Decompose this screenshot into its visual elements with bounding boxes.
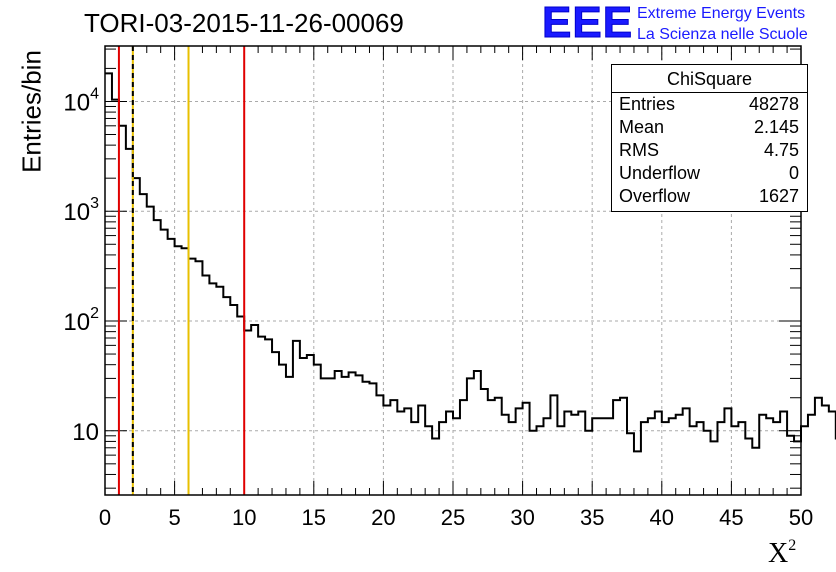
x-tick-label: 10 <box>232 505 256 530</box>
logo-line-1: Extreme Energy Events <box>637 5 806 22</box>
stats-value: 4.75 <box>763 140 799 160</box>
stats-value: 1627 <box>758 186 799 206</box>
stats-row-entries: Entries 48278 <box>619 94 799 116</box>
x-axis-label-main: X <box>768 538 789 569</box>
y-axis-label: Entries/bin <box>16 50 47 173</box>
stats-box: ChiSquare Entries 48278 Mean 2.145 RMS 4… <box>611 64 808 212</box>
stats-divider <box>612 92 807 93</box>
stats-row-mean: Mean 2.145 <box>619 117 799 139</box>
plot-frame <box>104 45 802 496</box>
x-tick-label: 45 <box>719 505 743 530</box>
stats-value: 48278 <box>748 94 799 114</box>
x-tick-label: 0 <box>99 505 111 530</box>
stats-row-underflow: Underflow 0 <box>619 163 799 185</box>
stats-value: 0 <box>788 163 799 183</box>
x-tick-label: 20 <box>371 505 395 530</box>
stats-row-rms: RMS 4.75 <box>619 140 799 162</box>
stats-row-overflow: Overflow 1627 <box>619 186 799 208</box>
logo-line-2: La Scienza nelle Scuole <box>637 26 808 43</box>
stats-key: RMS <box>619 140 659 160</box>
y-tick-label: 104 <box>63 85 99 116</box>
x-axis-label: X2 <box>768 536 797 570</box>
y-tick-label: 103 <box>63 195 99 226</box>
page-title: TORI-03-2015-11-26-00069 <box>84 8 404 38</box>
stats-key: Mean <box>619 117 665 137</box>
x-tick-label: 30 <box>510 505 534 530</box>
eee-logo: EEE Extreme Energy Events La Scienza nel… <box>541 0 832 50</box>
x-tick-label: 5 <box>168 505 180 530</box>
y-tick-label: 10 <box>72 419 99 446</box>
histogram-step-line <box>105 72 836 453</box>
stats-key: Overflow <box>619 186 691 206</box>
stats-key: Entries <box>619 94 676 114</box>
stats-key: Underflow <box>619 163 701 183</box>
y-tick-label: 102 <box>63 305 99 336</box>
x-tick-label: 50 <box>789 505 813 530</box>
x-tick-label: 40 <box>650 505 674 530</box>
stats-value: 2.145 <box>753 117 799 137</box>
x-tick-label: 35 <box>580 505 604 530</box>
x-axis-label-superscript: 2 <box>788 536 797 554</box>
stats-title: ChiSquare <box>666 69 753 89</box>
x-tick-label: 15 <box>302 505 326 530</box>
x-tick-label: 25 <box>441 505 465 530</box>
eee-logo-mark: EEE <box>541 0 634 48</box>
